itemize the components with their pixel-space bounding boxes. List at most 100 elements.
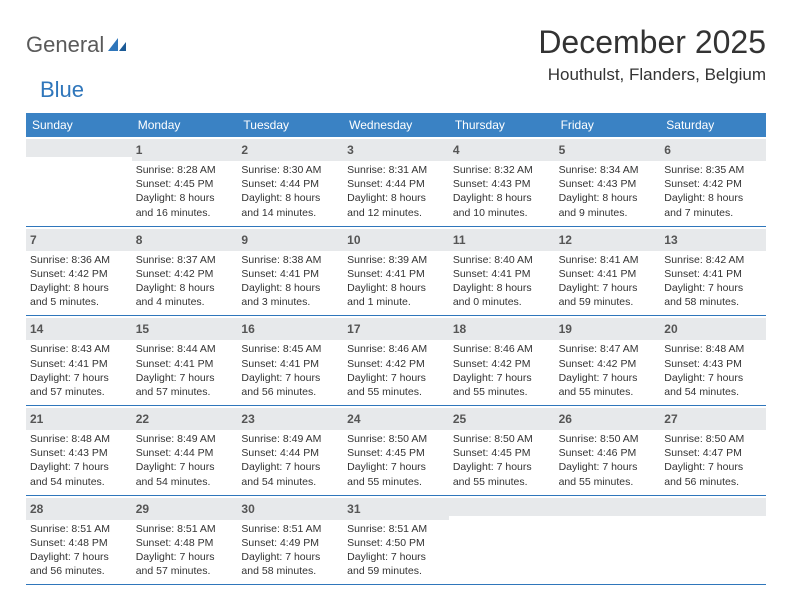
day-number-bar: 26: [555, 408, 661, 430]
day-number-bar: 5: [555, 139, 661, 161]
day-daylight1: Daylight: 8 hours: [347, 191, 445, 205]
week-row: 14Sunrise: 8:43 AMSunset: 4:41 PMDayligh…: [26, 316, 766, 406]
day-sunset: Sunset: 4:45 PM: [347, 446, 445, 460]
day-sunset: Sunset: 4:49 PM: [241, 536, 339, 550]
day-daylight2: and 57 minutes.: [136, 564, 234, 578]
day-sunset: Sunset: 4:44 PM: [241, 177, 339, 191]
day-daylight2: and 4 minutes.: [136, 295, 234, 309]
day-number: 4: [453, 143, 460, 157]
day-daylight1: Daylight: 8 hours: [30, 281, 128, 295]
day-cell: [26, 137, 132, 226]
day-number: 21: [30, 412, 43, 426]
day-sunrise: Sunrise: 8:32 AM: [453, 163, 551, 177]
day-number-bar: 9: [237, 229, 343, 251]
day-cell: [555, 496, 661, 585]
day-daylight2: and 57 minutes.: [30, 385, 128, 399]
day-daylight1: Daylight: 8 hours: [241, 191, 339, 205]
week-row: 28Sunrise: 8:51 AMSunset: 4:48 PMDayligh…: [26, 496, 766, 586]
day-number-bar: 25: [449, 408, 555, 430]
day-daylight2: and 10 minutes.: [453, 206, 551, 220]
day-cell: 24Sunrise: 8:50 AMSunset: 4:45 PMDayligh…: [343, 406, 449, 495]
day-cell: 7Sunrise: 8:36 AMSunset: 4:42 PMDaylight…: [26, 227, 132, 316]
day-number: 28: [30, 502, 43, 516]
day-daylight1: Daylight: 8 hours: [664, 191, 762, 205]
day-cell: 18Sunrise: 8:46 AMSunset: 4:42 PMDayligh…: [449, 316, 555, 405]
day-sunset: Sunset: 4:41 PM: [453, 267, 551, 281]
day-cell: 9Sunrise: 8:38 AMSunset: 4:41 PMDaylight…: [237, 227, 343, 316]
logo-text-blue: Blue: [40, 77, 84, 103]
day-daylight2: and 56 minutes.: [664, 475, 762, 489]
day-sunset: Sunset: 4:42 PM: [559, 357, 657, 371]
title-block: December 2025 Houthulst, Flanders, Belgi…: [538, 24, 766, 85]
day-daylight1: Daylight: 8 hours: [136, 281, 234, 295]
day-daylight2: and 55 minutes.: [347, 475, 445, 489]
day-number-bar: [449, 498, 555, 516]
day-sunrise: Sunrise: 8:48 AM: [30, 432, 128, 446]
day-number: 8: [136, 233, 143, 247]
day-number: 9: [241, 233, 248, 247]
weeks-container: 1Sunrise: 8:28 AMSunset: 4:45 PMDaylight…: [26, 137, 766, 585]
day-sunrise: Sunrise: 8:43 AM: [30, 342, 128, 356]
day-number: 30: [241, 502, 254, 516]
day-number-bar: 28: [26, 498, 132, 520]
day-sunrise: Sunrise: 8:48 AM: [664, 342, 762, 356]
day-daylight1: Daylight: 7 hours: [347, 371, 445, 385]
day-number-bar: 1: [132, 139, 238, 161]
day-number-bar: [26, 139, 132, 157]
week-row: 1Sunrise: 8:28 AMSunset: 4:45 PMDaylight…: [26, 137, 766, 227]
day-daylight2: and 5 minutes.: [30, 295, 128, 309]
day-number: 27: [664, 412, 677, 426]
weekday-header: Saturday: [660, 113, 766, 137]
day-daylight2: and 7 minutes.: [664, 206, 762, 220]
day-daylight2: and 55 minutes.: [453, 475, 551, 489]
day-sunrise: Sunrise: 8:51 AM: [136, 522, 234, 536]
day-cell: 26Sunrise: 8:50 AMSunset: 4:46 PMDayligh…: [555, 406, 661, 495]
day-daylight1: Daylight: 7 hours: [559, 460, 657, 474]
day-number-bar: 7: [26, 229, 132, 251]
week-row: 21Sunrise: 8:48 AMSunset: 4:43 PMDayligh…: [26, 406, 766, 496]
day-sunset: Sunset: 4:41 PM: [664, 267, 762, 281]
day-number: 1: [136, 143, 143, 157]
day-daylight2: and 57 minutes.: [136, 385, 234, 399]
day-sunset: Sunset: 4:44 PM: [136, 446, 234, 460]
day-sunrise: Sunrise: 8:35 AM: [664, 163, 762, 177]
day-sunset: Sunset: 4:45 PM: [136, 177, 234, 191]
day-number-bar: [555, 498, 661, 516]
day-sunset: Sunset: 4:50 PM: [347, 536, 445, 550]
day-cell: 28Sunrise: 8:51 AMSunset: 4:48 PMDayligh…: [26, 496, 132, 585]
day-cell: 29Sunrise: 8:51 AMSunset: 4:48 PMDayligh…: [132, 496, 238, 585]
day-number-bar: 23: [237, 408, 343, 430]
day-sunrise: Sunrise: 8:50 AM: [559, 432, 657, 446]
day-number-bar: 21: [26, 408, 132, 430]
day-daylight2: and 56 minutes.: [241, 385, 339, 399]
day-daylight1: Daylight: 7 hours: [241, 371, 339, 385]
day-daylight2: and 54 minutes.: [136, 475, 234, 489]
weekday-header: Friday: [555, 113, 661, 137]
day-daylight2: and 56 minutes.: [30, 564, 128, 578]
day-sunset: Sunset: 4:41 PM: [136, 357, 234, 371]
day-cell: 10Sunrise: 8:39 AMSunset: 4:41 PMDayligh…: [343, 227, 449, 316]
day-sunset: Sunset: 4:42 PM: [30, 267, 128, 281]
day-daylight2: and 54 minutes.: [664, 385, 762, 399]
day-daylight1: Daylight: 7 hours: [347, 460, 445, 474]
day-sunrise: Sunrise: 8:39 AM: [347, 253, 445, 267]
day-daylight2: and 55 minutes.: [559, 385, 657, 399]
day-number: 14: [30, 322, 43, 336]
day-number-bar: 27: [660, 408, 766, 430]
day-daylight2: and 58 minutes.: [241, 564, 339, 578]
day-sunset: Sunset: 4:47 PM: [664, 446, 762, 460]
day-sunset: Sunset: 4:41 PM: [241, 357, 339, 371]
day-number-bar: 15: [132, 318, 238, 340]
day-sunset: Sunset: 4:42 PM: [453, 357, 551, 371]
day-sunset: Sunset: 4:43 PM: [453, 177, 551, 191]
day-sunset: Sunset: 4:48 PM: [136, 536, 234, 550]
day-daylight2: and 12 minutes.: [347, 206, 445, 220]
day-cell: 14Sunrise: 8:43 AMSunset: 4:41 PMDayligh…: [26, 316, 132, 405]
day-number: 23: [241, 412, 254, 426]
day-sunset: Sunset: 4:44 PM: [241, 446, 339, 460]
day-cell: 20Sunrise: 8:48 AMSunset: 4:43 PMDayligh…: [660, 316, 766, 405]
day-daylight2: and 59 minutes.: [559, 295, 657, 309]
day-daylight1: Daylight: 7 hours: [664, 371, 762, 385]
day-daylight2: and 14 minutes.: [241, 206, 339, 220]
day-number: 13: [664, 233, 677, 247]
